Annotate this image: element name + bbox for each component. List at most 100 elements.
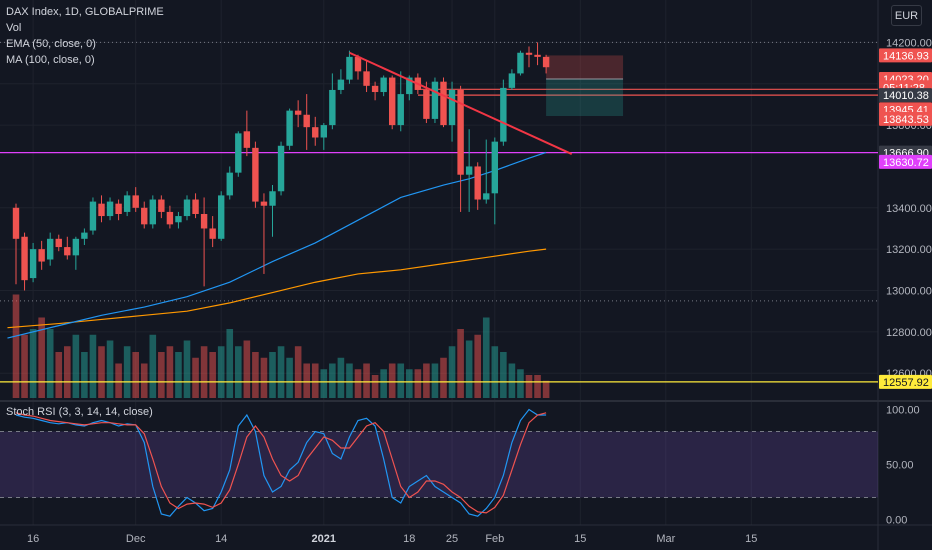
candle-body	[431, 81, 439, 119]
time-tick-label: Feb	[485, 533, 504, 545]
candle-body	[483, 193, 490, 200]
candle	[200, 197, 208, 287]
volume-bar	[431, 363, 439, 398]
volume-bar	[525, 375, 533, 398]
candle-body	[12, 207, 20, 239]
time-tick-label: 18	[403, 533, 415, 545]
volume-bar	[217, 346, 225, 398]
volume-bar	[500, 352, 507, 398]
candle	[303, 94, 310, 150]
price-label: 13630.72	[883, 157, 929, 169]
candle-body	[363, 71, 370, 86]
price-tick-label: 13200.00	[886, 244, 932, 256]
candle-body	[406, 77, 413, 95]
volume-bar	[149, 334, 157, 398]
volume-bar	[491, 346, 499, 398]
volume-bar	[346, 363, 353, 398]
candle-body	[457, 89, 464, 175]
candle-body	[448, 89, 456, 126]
volume-bar	[81, 352, 88, 398]
candle-body	[491, 141, 498, 194]
candle-body	[106, 201, 114, 217]
candle-body	[380, 77, 387, 93]
candle-body	[235, 133, 242, 173]
volume-bar	[406, 369, 413, 398]
candle-body	[38, 249, 45, 262]
volume-bar	[440, 357, 447, 398]
volume-bar	[29, 329, 37, 398]
volume-bar	[508, 363, 516, 398]
stoch-tick-label: 50.00	[886, 460, 914, 472]
volume-bar	[55, 352, 63, 398]
volume-bar	[311, 363, 319, 398]
candle-body	[508, 73, 516, 88]
candle	[47, 232, 54, 266]
candle-body	[21, 236, 28, 281]
candle-body	[166, 211, 174, 225]
volume-bar	[397, 363, 405, 398]
candle	[346, 50, 353, 84]
volume-bar	[166, 346, 174, 398]
time-tick-label: 14	[215, 533, 227, 545]
candle	[508, 69, 516, 90]
volume-bar	[252, 352, 259, 398]
volume-bar	[277, 346, 285, 398]
candle-body	[389, 77, 396, 126]
candle-body	[517, 52, 524, 74]
volume-bar	[269, 352, 276, 398]
stop-loss-zone	[546, 55, 624, 79]
candle	[534, 42, 541, 66]
volume-bar	[192, 357, 199, 398]
price-tick-label: 14200.00	[886, 37, 932, 49]
price-tick-label: 12800.00	[886, 327, 932, 339]
candle-body	[294, 110, 302, 115]
stoch-k-line	[15, 408, 547, 517]
candle	[269, 185, 276, 237]
candle	[448, 81, 456, 142]
candle-body	[141, 207, 148, 225]
volume-bar	[140, 363, 148, 398]
candle	[98, 195, 105, 223]
time-tick-label: 15	[574, 533, 586, 545]
candle	[55, 234, 62, 252]
volume-bar	[89, 334, 97, 398]
candle	[158, 195, 165, 219]
volume-bar	[98, 346, 105, 398]
candle-body	[252, 147, 259, 202]
time-tick-label: 15	[745, 533, 757, 545]
candle	[175, 211, 182, 229]
candle	[166, 205, 174, 229]
candle-body	[192, 199, 199, 214]
candle-body	[397, 94, 404, 126]
candle	[132, 187, 139, 212]
candle	[312, 116, 319, 146]
volume-bar	[106, 340, 114, 398]
candle	[141, 201, 148, 229]
candle	[397, 71, 404, 132]
vol-legend: Vol	[6, 22, 22, 34]
volume-bar	[123, 346, 131, 398]
candle	[440, 77, 447, 128]
stoch-legend: Stoch RSI (3, 3, 14, 14, close)	[6, 406, 153, 418]
candle-body	[500, 87, 507, 142]
price-label-bg	[879, 154, 932, 169]
time-tick-label: 25	[446, 533, 458, 545]
candle-body	[209, 228, 216, 239]
volume-bar	[226, 329, 234, 398]
volume-bar	[46, 329, 54, 398]
volume-bar	[457, 329, 464, 398]
take-profit-zone	[546, 78, 624, 117]
candle-body	[329, 89, 336, 126]
volume-bar	[423, 363, 430, 398]
candle	[457, 85, 464, 212]
candle	[294, 100, 302, 128]
volume-bar	[474, 334, 481, 398]
candle	[286, 108, 293, 150]
volume-bar	[183, 340, 191, 398]
volume-bar	[72, 334, 80, 398]
candle-body	[158, 199, 165, 212]
volume-bar	[354, 369, 362, 398]
volume-bar	[337, 357, 345, 398]
currency-button[interactable]: EUR	[891, 5, 922, 26]
